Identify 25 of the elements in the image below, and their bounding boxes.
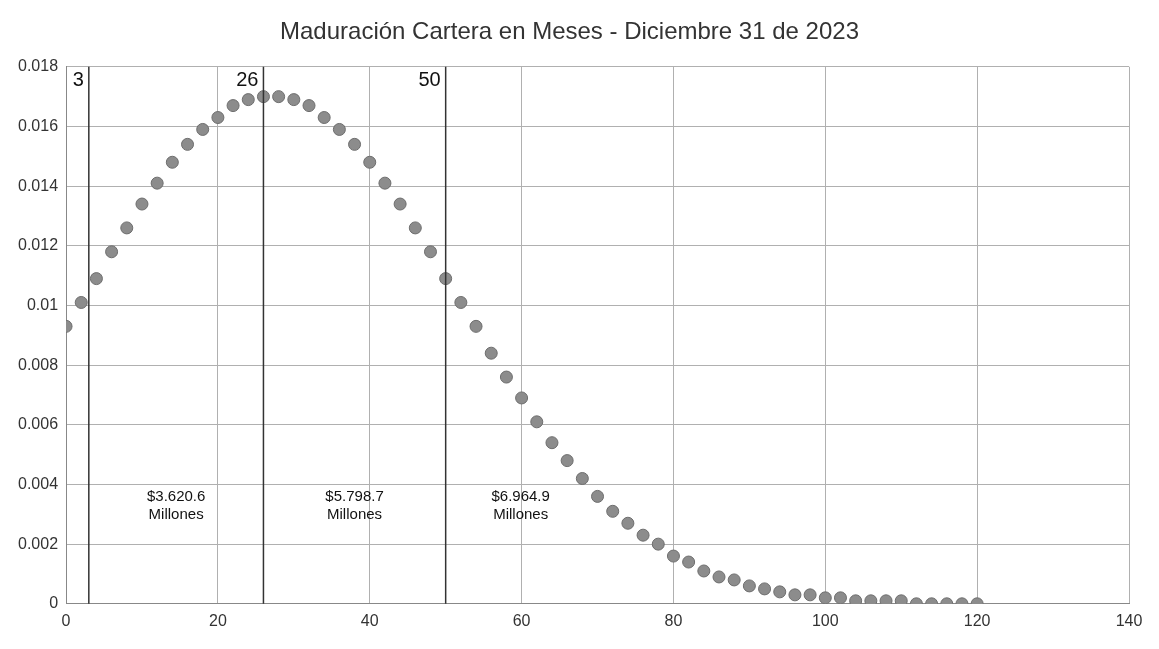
x-tick-label: 20 [208,611,227,629]
y-tick-label: 0.014 [17,176,59,194]
y-tick-label: 0.006 [17,415,59,433]
x-tick-label: 0 [61,611,71,629]
ref-line-label: 26 [236,68,259,91]
y-tick-label: 0.008 [17,355,59,373]
y-tick-label: 0.012 [17,236,59,254]
x-tick-label: 40 [360,611,379,629]
chart-title: Maduración Cartera en Meses - Diciembre 31 de 2023 [280,17,859,45]
y-tick-label: 0 [49,594,59,612]
ref-line-label: 50 [418,68,441,91]
y-tick-label: 0.016 [17,116,59,134]
x-tick-label: 80 [664,611,683,629]
y-tick-label: 0.018 [17,57,59,75]
ref-line-label: 3 [72,68,84,91]
annotation: $6.964.9 Millones [491,486,550,522]
y-tick-label: 0.002 [17,534,59,552]
x-tick-label: 120 [963,611,991,629]
y-tick-label: 0.01 [26,295,59,313]
x-tick-label: 140 [1115,611,1143,629]
x-tick-label: 100 [811,611,839,629]
annotation: $5.798.7 Millones [325,486,384,522]
y-tick-label: 0.004 [17,474,59,492]
x-tick-label: 60 [512,611,531,629]
annotation: $3.620.6 Millones [146,486,206,522]
